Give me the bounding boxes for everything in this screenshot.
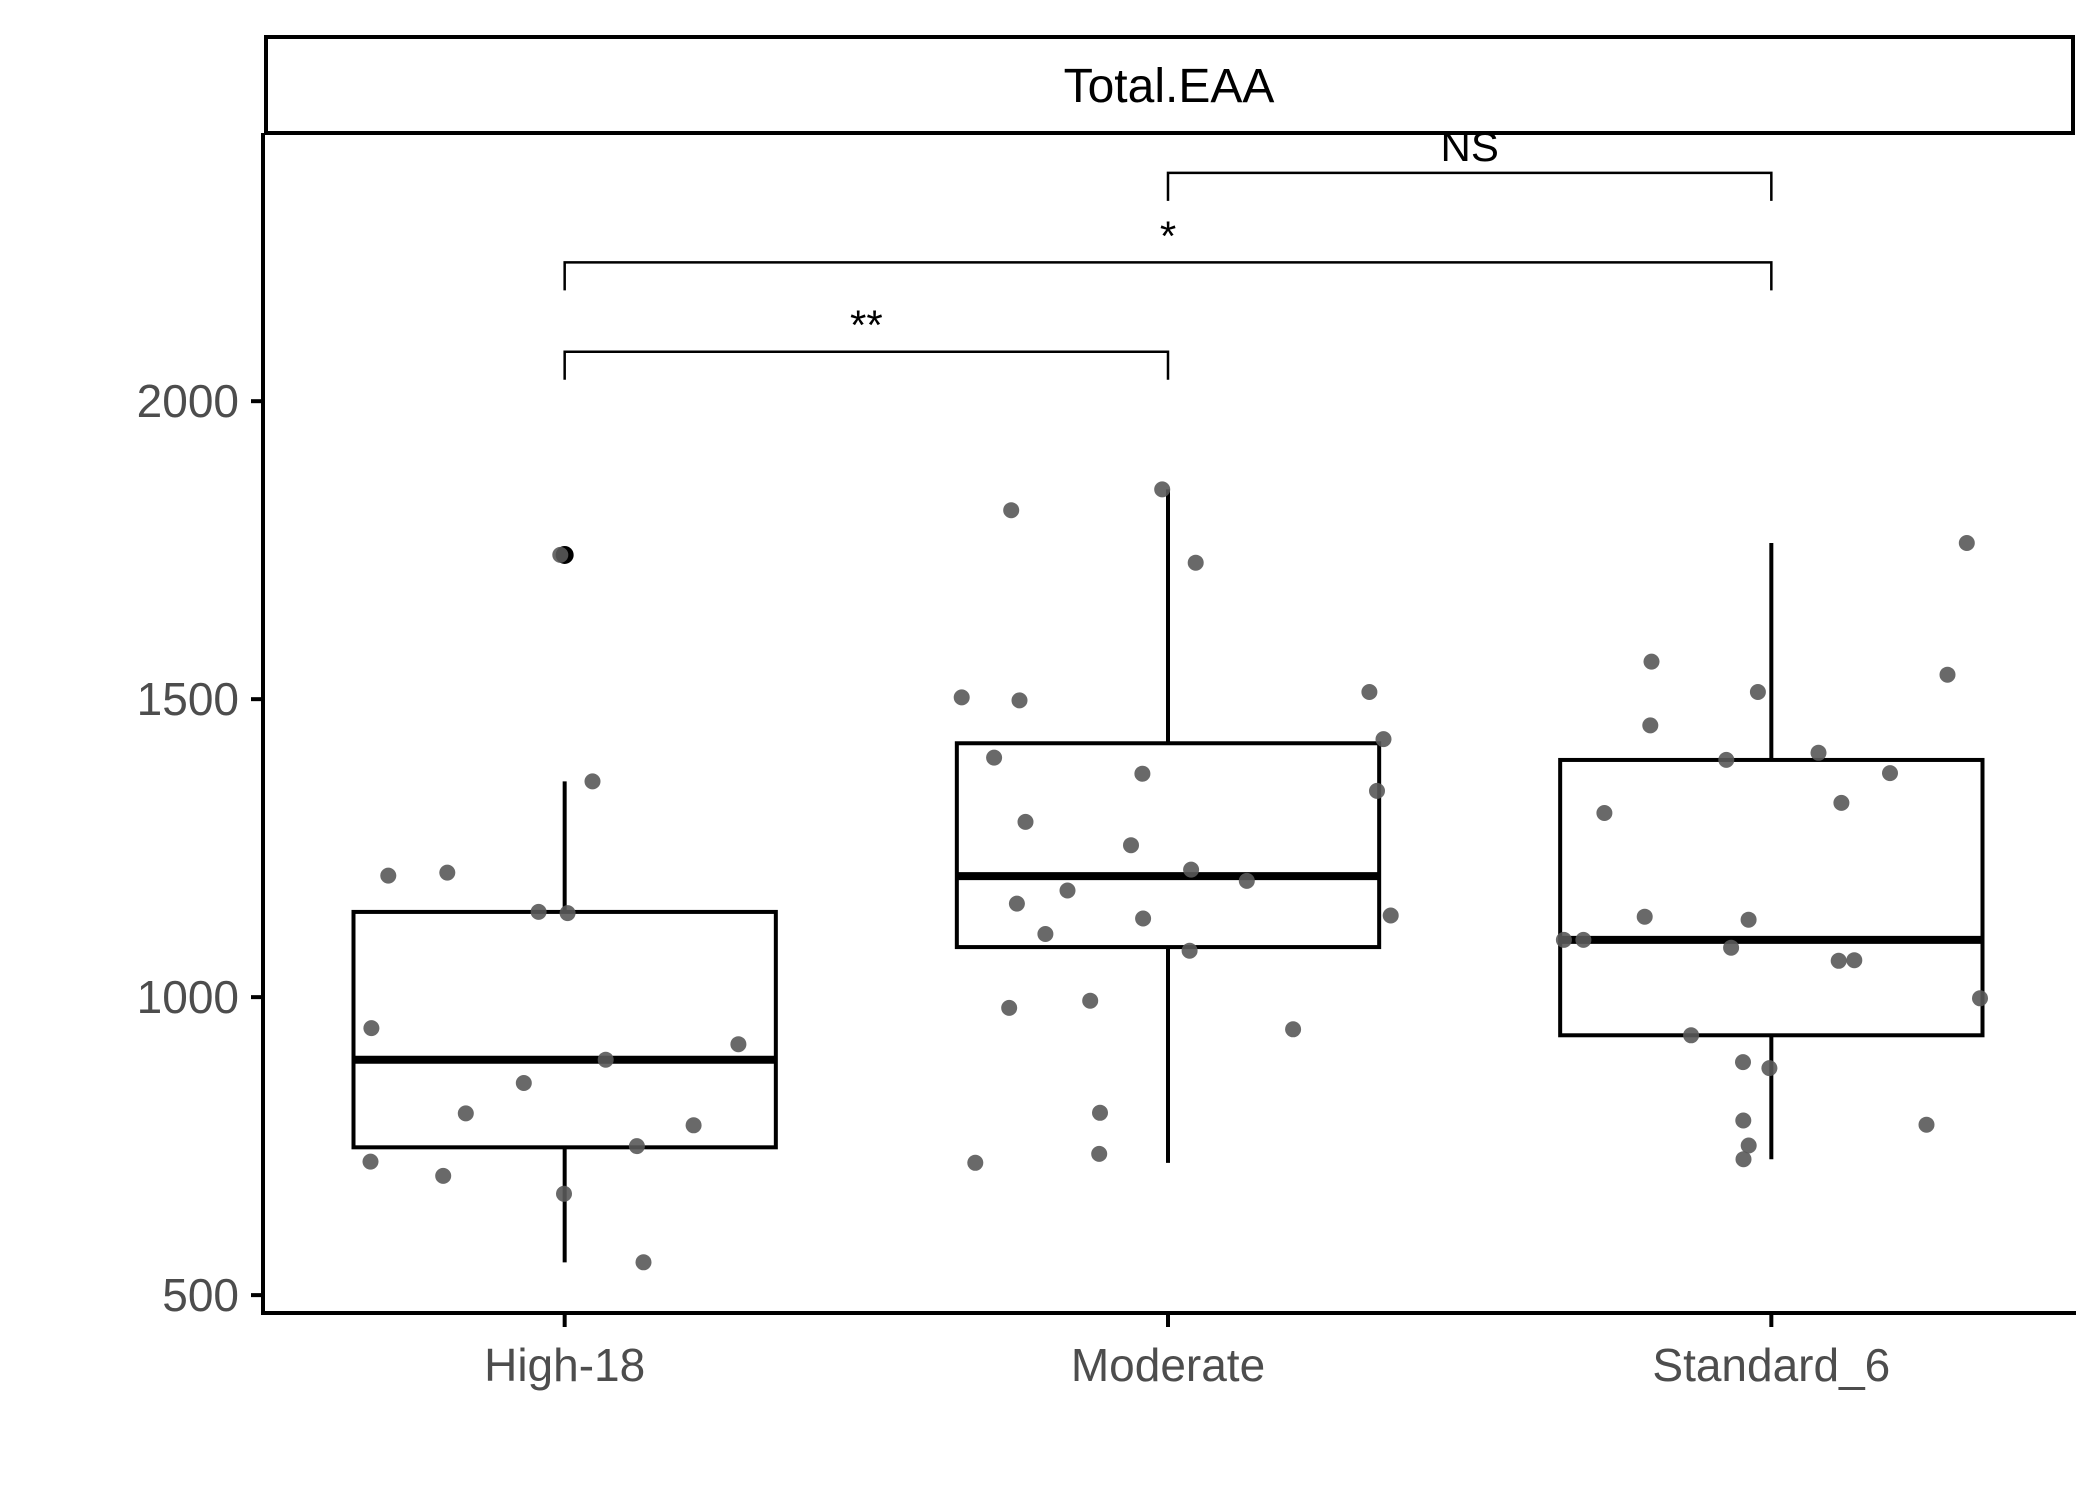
data-point — [1643, 653, 1660, 670]
data-point — [967, 1154, 984, 1171]
data-point — [1642, 717, 1659, 734]
data-point — [1555, 931, 1572, 948]
significance-label: * — [1160, 212, 1176, 259]
data-point — [435, 1167, 452, 1184]
data-point — [584, 773, 601, 790]
facet-strip: Total.EAA — [264, 35, 2075, 135]
data-point — [628, 1138, 645, 1155]
box-iqr — [351, 909, 778, 1150]
y-tick-label: 1000 — [137, 971, 239, 1023]
y-tick-label: 1500 — [137, 673, 239, 725]
y-axis-ticks: 500 1000 1500 2000 — [137, 375, 263, 1321]
data-point — [1749, 684, 1766, 700]
data-point — [1008, 895, 1025, 912]
data-point — [635, 1254, 652, 1271]
data-point — [1718, 751, 1735, 768]
facet-strip-label: Total.EAA — [1064, 60, 1275, 113]
significance-label: ** — [850, 302, 883, 349]
data-point — [1082, 992, 1099, 1009]
comparison-bracket: NS — [1166, 123, 1773, 201]
x-tick-label: Standard_6 — [1652, 1339, 1890, 1391]
x-tick-label: High-18 — [484, 1339, 645, 1391]
data-point — [1187, 554, 1204, 571]
data-point — [1037, 926, 1054, 942]
data-point — [1636, 908, 1653, 925]
data-point — [986, 749, 1003, 766]
significance-brackets: ***NS — [563, 123, 1773, 380]
data-point — [1575, 931, 1592, 948]
comparison-bracket: ** — [563, 302, 1170, 380]
box-standard-6 — [1558, 543, 1985, 1160]
data-point — [1135, 910, 1152, 927]
data-point — [1238, 872, 1255, 889]
data-point — [1918, 1116, 1935, 1133]
data-point — [530, 903, 547, 920]
data-point — [1740, 911, 1757, 928]
data-point — [1154, 481, 1171, 498]
data-point — [1683, 1027, 1700, 1044]
data-point — [1846, 952, 1863, 969]
data-point — [1939, 666, 1956, 683]
data-point — [1958, 535, 1975, 551]
data-point — [1810, 744, 1827, 761]
y-tick-label: 2000 — [137, 375, 239, 427]
box-high-18 — [351, 545, 778, 1263]
significance-label: NS — [1440, 123, 1498, 170]
box-iqr — [954, 741, 1382, 950]
data-point — [1059, 882, 1076, 899]
data-point — [1761, 1060, 1778, 1077]
data-point — [380, 867, 397, 884]
data-point — [439, 864, 456, 881]
data-point — [1183, 861, 1200, 878]
data-point — [363, 1020, 380, 1037]
y-tick-label: 500 — [162, 1269, 239, 1321]
data-point — [1972, 990, 1988, 1007]
data-point — [1830, 952, 1847, 969]
data-point — [457, 1105, 474, 1122]
data-point — [552, 546, 569, 563]
point-layer — [362, 481, 1988, 1271]
comparison-bracket: * — [563, 212, 1773, 291]
data-point — [1596, 805, 1613, 821]
data-point — [1735, 1112, 1752, 1129]
data-point — [953, 689, 970, 706]
bracket-line — [1166, 171, 1773, 201]
data-point — [556, 1185, 572, 1202]
data-point — [1735, 1054, 1751, 1071]
data-point — [1369, 782, 1385, 799]
data-point — [730, 1036, 747, 1053]
x-axis-ticks: High-18 Moderate Standard_6 — [484, 1313, 1890, 1391]
data-point — [1011, 692, 1028, 709]
box-moderate — [954, 489, 1382, 1163]
box-layer — [351, 489, 1985, 1263]
data-point — [1017, 813, 1034, 830]
data-point — [1092, 1104, 1108, 1121]
data-point — [1091, 1145, 1108, 1162]
bracket-line — [563, 261, 1773, 291]
box-iqr — [1558, 757, 1985, 1038]
data-point — [1361, 684, 1378, 700]
data-point — [362, 1153, 379, 1170]
data-point — [1181, 942, 1198, 959]
data-point — [559, 905, 576, 922]
data-point — [685, 1117, 702, 1134]
data-point — [1882, 765, 1898, 782]
data-point — [1833, 794, 1850, 811]
data-point — [1723, 939, 1740, 956]
data-point — [515, 1075, 532, 1091]
data-point — [1382, 907, 1399, 924]
data-point — [1375, 731, 1392, 748]
data-point — [1003, 502, 1020, 519]
data-point — [597, 1051, 614, 1068]
bracket-line — [563, 350, 1170, 380]
data-point — [1285, 1021, 1302, 1038]
data-point — [1735, 1151, 1752, 1168]
data-point — [1123, 837, 1139, 854]
data-point — [1740, 1137, 1757, 1154]
facet-strip-box — [264, 35, 2075, 135]
x-tick-label: Moderate — [1071, 1339, 1265, 1391]
data-point — [1134, 765, 1151, 782]
data-point — [1001, 999, 1018, 1016]
